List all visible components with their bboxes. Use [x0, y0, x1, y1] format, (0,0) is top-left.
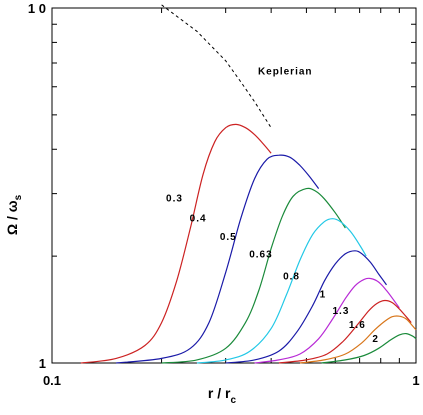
y-axis-title-main: Ω / ω: [4, 200, 20, 235]
labels: 0.1 1 1 1 0 Keplerian 0.3 0.4 0.5 0.63 0.8 1 1.31.6…: [28, 1, 420, 388]
x-axis-title-sub: c: [231, 395, 237, 406]
curve-label-1-3: 1.3: [332, 306, 349, 317]
curve-0-8: [225, 250, 387, 364]
curve-label-0-3: 0.3: [166, 194, 183, 205]
y-axis-title: Ω / ωs: [4, 194, 24, 235]
x-tick-label: 1: [412, 373, 419, 388]
curve-label-1-6: 1.6: [349, 320, 366, 331]
keplerian-line: [161, 4, 272, 128]
curve-label-0-5: 0.5: [220, 232, 237, 243]
y-tick-label: 1: [39, 356, 46, 371]
plot-frame: [51, 7, 417, 364]
curve-1: [254, 277, 400, 364]
curves: [80, 4, 417, 364]
curve-0-4: [116, 154, 320, 364]
curve-0-5: [161, 187, 346, 364]
curve-label-0-8: 0.8: [283, 271, 300, 282]
keplerian-label: Keplerian: [258, 66, 313, 77]
axis-ticks: [51, 7, 417, 364]
curve-label-2: 2: [372, 334, 379, 345]
curve-2: [321, 332, 417, 364]
curve-label-1: 1: [320, 289, 327, 300]
curve-label-0-63: 0.63: [249, 250, 272, 261]
curve-0-63: [196, 218, 367, 364]
x-axis-title: r / rc: [208, 385, 237, 406]
curve-label-0-4: 0.4: [190, 214, 207, 225]
curve-0-3: [80, 123, 272, 364]
x-tick-label: 0.1: [43, 373, 61, 388]
y-axis-title-sub: s: [13, 194, 24, 200]
y-tick-label: 1 0: [28, 1, 46, 16]
x-axis-title-main: r / r: [208, 385, 231, 401]
curve-1-6: [299, 315, 417, 364]
curve-1-3: [278, 299, 412, 364]
